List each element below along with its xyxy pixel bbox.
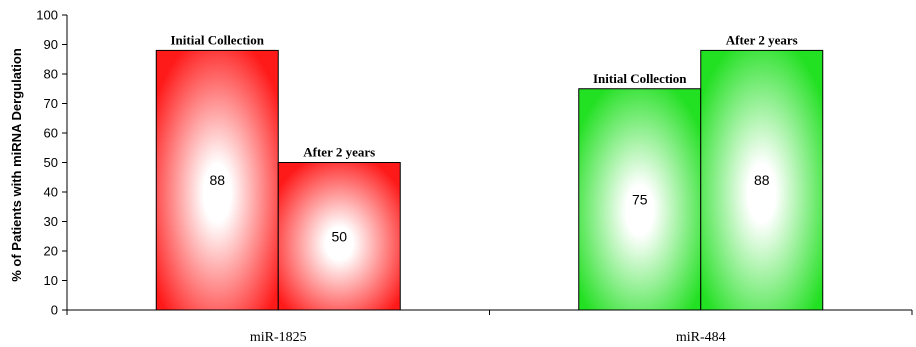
- bar: [155, 49, 279, 311]
- y-tick-label: 80: [44, 67, 58, 82]
- bar-series-label: After 2 years: [726, 32, 798, 47]
- x-axis: miR-1825 miR-484: [66, 309, 913, 345]
- y-tick-label: 10: [44, 273, 58, 288]
- x-category-label: miR-1825: [250, 330, 307, 345]
- data-label: 50: [331, 228, 347, 244]
- bar-series-label: Initial Collection: [170, 32, 264, 47]
- y-axis: 0 10 20 30 40 50 60 70 80 90 100: [36, 8, 68, 318]
- x-category-label: miR-484: [676, 330, 726, 345]
- y-tick-label: 20: [44, 244, 58, 259]
- bar-series-label: After 2 years: [303, 145, 375, 160]
- bar: [578, 88, 702, 311]
- y-tick-label: 40: [44, 185, 58, 200]
- y-tick-label: 90: [44, 37, 58, 52]
- data-label: 75: [632, 191, 648, 207]
- data-label: 88: [209, 172, 225, 188]
- bar: [277, 162, 401, 311]
- bar: [700, 49, 824, 311]
- y-tick-label: 70: [44, 96, 58, 111]
- data-label: 88: [754, 172, 770, 188]
- y-tick-label: 50: [44, 155, 58, 170]
- y-tick-label: 60: [44, 126, 58, 141]
- y-tick-label: 0: [51, 303, 58, 318]
- y-axis-label: % of Patients with miRNA Dergulation: [9, 48, 24, 282]
- y-tick-label: 100: [36, 8, 58, 23]
- y-tick-label: 30: [44, 214, 58, 229]
- bars: 88 Initial Collection 50 After 2 years 75 Ini…: [155, 32, 824, 311]
- bar-series-label: Initial Collection: [593, 71, 687, 86]
